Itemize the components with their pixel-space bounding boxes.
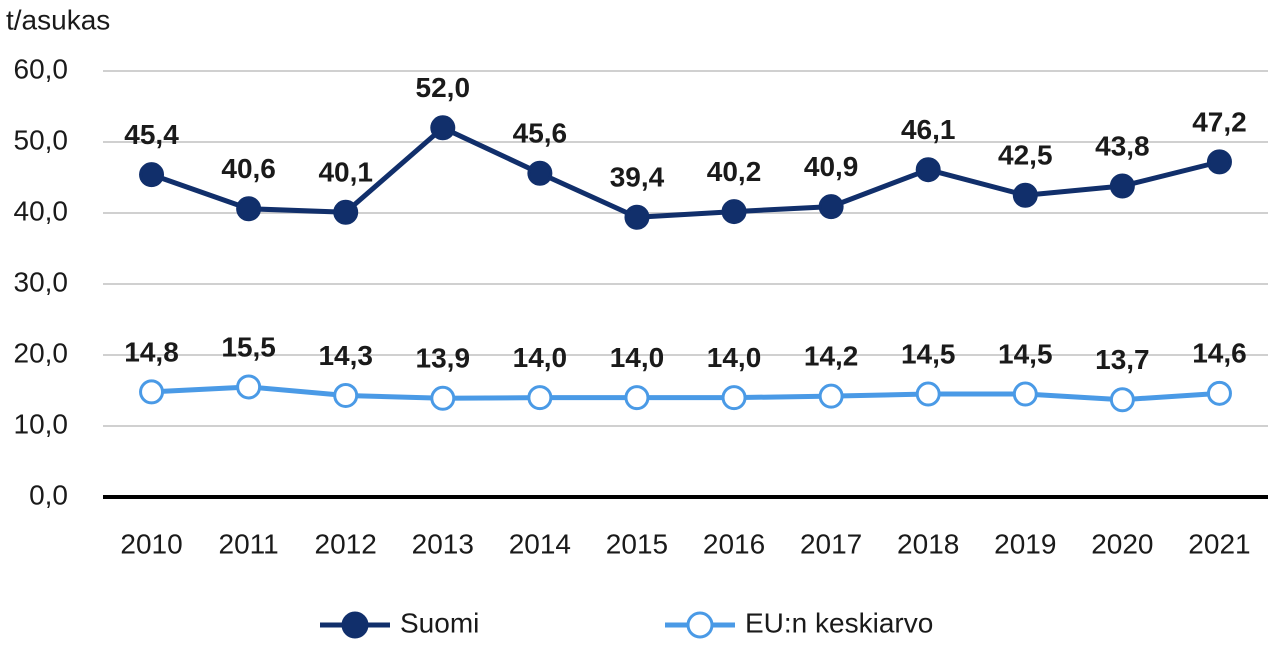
value-label: 14,3 xyxy=(318,340,373,371)
x-tick-label: 2015 xyxy=(606,528,668,559)
point xyxy=(236,196,262,222)
value-label: 14,5 xyxy=(998,338,1053,369)
point xyxy=(915,381,941,407)
point xyxy=(721,199,747,225)
x-tick-label: 2011 xyxy=(219,528,279,559)
point xyxy=(1109,173,1135,199)
value-label: 40,2 xyxy=(707,156,762,187)
value-label: 52,0 xyxy=(416,72,471,103)
x-tick-label: 2016 xyxy=(703,528,765,559)
point xyxy=(527,385,553,411)
point xyxy=(1206,380,1232,406)
y-tick-label: 60,0 xyxy=(14,53,69,84)
point xyxy=(430,115,456,141)
y-tick-label: 30,0 xyxy=(14,266,69,297)
point xyxy=(915,157,941,183)
point xyxy=(139,379,165,405)
legend-label: EU:n keskiarvo xyxy=(745,607,933,638)
point xyxy=(1012,182,1038,208)
value-label: 13,7 xyxy=(1095,344,1150,375)
point xyxy=(236,374,262,400)
series-line xyxy=(150,125,1221,220)
value-label: 14,6 xyxy=(1192,338,1247,369)
y-tick-label: 0,0 xyxy=(29,479,68,510)
point xyxy=(624,204,650,230)
x-tick-label: 2017 xyxy=(800,528,862,559)
value-label: 45,6 xyxy=(513,118,568,149)
point xyxy=(333,199,359,225)
point xyxy=(1012,381,1038,407)
value-label: 46,1 xyxy=(901,114,956,145)
value-label: 47,2 xyxy=(1192,106,1247,137)
y-tick-label: 20,0 xyxy=(14,337,69,368)
point xyxy=(430,385,456,411)
point xyxy=(818,383,844,409)
point xyxy=(1109,387,1135,413)
point xyxy=(527,160,553,186)
value-label: 14,0 xyxy=(707,342,762,373)
value-label: 45,4 xyxy=(124,119,179,150)
value-label: 14,2 xyxy=(804,341,859,372)
point xyxy=(139,162,165,188)
point xyxy=(333,382,359,408)
series-line xyxy=(151,384,1220,403)
point xyxy=(1206,149,1232,175)
value-label: 43,8 xyxy=(1095,130,1150,161)
value-label: 14,5 xyxy=(901,338,956,369)
x-tick-label: 2013 xyxy=(412,528,474,559)
value-label: 40,1 xyxy=(318,157,373,188)
y-tick-label: 50,0 xyxy=(14,124,69,155)
value-label: 13,9 xyxy=(416,343,471,374)
value-label: 40,9 xyxy=(804,151,859,182)
x-tick-label: 2018 xyxy=(897,528,959,559)
value-label: 14,0 xyxy=(610,342,665,373)
y-tick-label: 10,0 xyxy=(14,408,69,439)
y-tick-label: 40,0 xyxy=(14,195,69,226)
point xyxy=(721,385,747,411)
y-axis-title: t/asukas xyxy=(6,4,110,35)
value-label: 40,6 xyxy=(221,153,276,184)
value-label: 39,4 xyxy=(610,162,665,193)
point xyxy=(818,194,844,220)
value-label: 14,0 xyxy=(513,342,568,373)
legend-label: Suomi xyxy=(400,607,479,638)
value-label: 14,8 xyxy=(124,336,179,367)
x-tick-label: 2021 xyxy=(1188,528,1250,559)
x-tick-label: 2012 xyxy=(315,528,377,559)
legend-marker xyxy=(686,611,714,639)
value-label: 42,5 xyxy=(998,140,1053,171)
value-label: 15,5 xyxy=(221,331,276,362)
x-tick-label: 2010 xyxy=(120,528,182,559)
x-tick-label: 2020 xyxy=(1091,528,1153,559)
legend-marker xyxy=(341,611,369,639)
point xyxy=(624,385,650,411)
x-tick-label: 2014 xyxy=(509,528,571,559)
x-tick-label: 2019 xyxy=(994,528,1056,559)
